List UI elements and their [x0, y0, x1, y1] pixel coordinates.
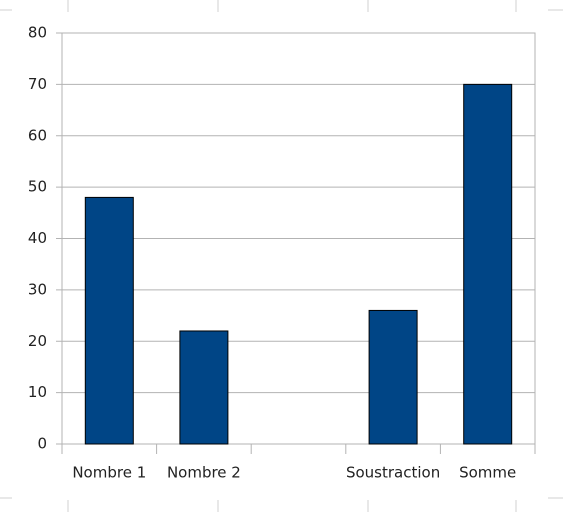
y-tick-label: 30 — [28, 280, 47, 298]
y-tick-label: 0 — [37, 435, 47, 453]
x-tick-label: Somme — [459, 464, 516, 482]
y-tick-label: 80 — [28, 24, 47, 42]
bar — [179, 330, 229, 445]
x-tick-label: Nombre 2 — [167, 464, 241, 482]
x-tick-label: Soustraction — [346, 464, 440, 482]
y-tick-label: 10 — [28, 383, 47, 401]
y-tick-label: 40 — [28, 229, 47, 247]
y-tick-label: 70 — [28, 75, 47, 93]
y-tick-label: 50 — [28, 178, 47, 196]
x-tick-label: Nombre 1 — [72, 464, 146, 482]
bar — [84, 196, 134, 445]
y-tick-label: 20 — [28, 332, 47, 350]
bar — [463, 83, 513, 445]
bar — [368, 309, 418, 445]
y-tick-label: 60 — [28, 126, 47, 144]
